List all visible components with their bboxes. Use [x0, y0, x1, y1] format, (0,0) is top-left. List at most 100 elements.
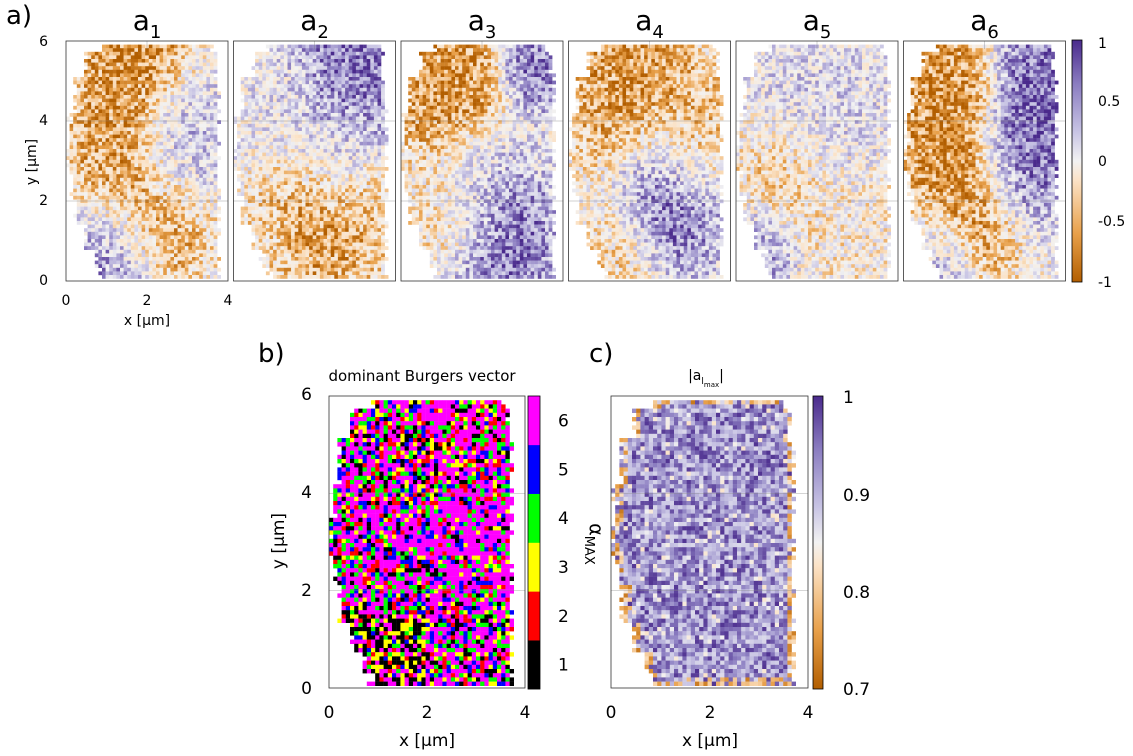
- panel-b-colorbar-tick: 4: [558, 509, 569, 529]
- panel-a-xtick: 2: [143, 293, 152, 309]
- panel-a-colorbar-tick: -0.5: [1098, 214, 1125, 230]
- subplot-frame: [568, 40, 731, 282]
- panel-b-colorbar: 1 2 3 4 5 6: [527, 395, 569, 690]
- panel-b-colorbar-label-base: α: [585, 523, 607, 536]
- panel-b-colorbar-tick: 6: [558, 411, 569, 431]
- panel-a-subplot: a4: [568, 4, 731, 282]
- panel-b-colorbar-tick: 5: [558, 460, 569, 480]
- panel-a-subplot-title: a4: [635, 4, 664, 43]
- panel-c-frame: [610, 395, 809, 689]
- panel-b-colorbar-segment: [528, 396, 540, 446]
- panel-c-xtick: 2: [705, 703, 716, 723]
- panel-a-label: a): [6, 1, 32, 31]
- panel-b-ytick: 4: [301, 483, 312, 503]
- panel-a-heatmap-cells: [568, 44, 724, 279]
- panel-a-grid: [736, 41, 898, 202]
- subplot-frame: [903, 40, 1066, 282]
- panel-b-ytick: 0: [301, 679, 312, 699]
- subplot-frame: [735, 40, 899, 282]
- panel-b-ytick: 2: [301, 581, 312, 601]
- subplot-frame: [400, 40, 564, 282]
- panel-a-heatmap-cells: [401, 44, 556, 279]
- panel-b: b) dominant Burgers vector 6 4 2 0 y [µm…: [258, 339, 607, 751]
- panel-a-subplot: a6: [903, 4, 1066, 282]
- panel-c-title-pre: |a: [688, 368, 701, 384]
- panel-a-heatmap-cells: [66, 44, 221, 279]
- panel-b-colorbar-label-sub: MAX: [581, 536, 596, 565]
- panel-a-grid: [568, 41, 731, 202]
- panel-b-grid: [329, 493, 525, 591]
- panel-b-plot: [328, 395, 526, 689]
- panel-a-grid: [233, 41, 396, 202]
- panel-c-xtick: 0: [606, 703, 617, 723]
- panel-c-colorbar-scale: [812, 395, 824, 690]
- panel-b-label: b): [258, 339, 285, 369]
- panel-a-grid: [903, 41, 1066, 202]
- panel-c-xtick: 4: [803, 703, 814, 723]
- panel-a-colorbar-scale: [1071, 39, 1083, 283]
- panel-a-ytick: 4: [39, 113, 48, 129]
- panel-c-xlabel: x [µm]: [682, 731, 738, 751]
- panel-a-subplots: a1 a2 a3 a4 a5 a6: [65, 4, 1066, 282]
- panel-a-xtick: 0: [62, 293, 71, 309]
- panel-b-xlabel: x [µm]: [399, 731, 455, 751]
- panel-b-xtick: 4: [520, 703, 531, 723]
- panel-b-title: dominant Burgers vector: [328, 367, 516, 385]
- panel-a-grid: [401, 41, 563, 202]
- panel-c-title: |almax|: [688, 368, 724, 389]
- panel-a-colorbar-tick: 1: [1098, 36, 1107, 52]
- panel-c-heatmap-cells: [611, 400, 796, 686]
- panel-a-heatmap-cells: [736, 44, 891, 279]
- panel-b-colorbar-tick: 3: [558, 558, 569, 578]
- panel-b-colorbar-segment: [528, 591, 540, 641]
- panel-a-ytick: 2: [39, 193, 48, 209]
- panel-b-xtick: 0: [324, 703, 335, 723]
- panel-b-colorbar-tick: 1: [558, 656, 569, 676]
- panel-a-subplot-title: a1: [133, 4, 162, 43]
- panel-b-colorbar-segment: [528, 444, 540, 494]
- panel-a-colorbar-tick: 0: [1098, 154, 1107, 170]
- panel-b-colorbar-segment: [528, 493, 540, 543]
- panel-a-subplot-title: a2: [300, 4, 329, 43]
- panel-a-grid: [66, 41, 228, 202]
- panel-a-colorbar-tick: 0.5: [1098, 94, 1120, 110]
- panel-c-colorbar-tick: 0.7: [843, 680, 870, 700]
- panel-c: c) |almax| 0 2 4 x [µm] 1 0.9 0.8 0.7: [589, 339, 870, 751]
- subplot-frame: [233, 40, 396, 282]
- subplot-frame: [65, 40, 229, 282]
- panel-a-xtick: 4: [224, 293, 233, 309]
- panel-c-colorbar-tick: 1: [843, 388, 854, 408]
- panel-a-subplot: a1: [65, 4, 229, 282]
- panel-a-ytick: 0: [39, 273, 48, 289]
- panel-b-colorbar-label: αMAX: [581, 523, 607, 565]
- panel-b-colorbar-segment: [528, 542, 540, 592]
- panel-b-colorbar-tick: 2: [558, 607, 569, 627]
- panel-b-xtick: 2: [422, 703, 433, 723]
- panel-a-subplot: a3: [400, 4, 564, 282]
- panel-b-frame: [328, 395, 526, 689]
- panel-a-subplot: a5: [735, 4, 899, 282]
- panel-c-colorbar-tick: 0.9: [843, 486, 870, 506]
- panel-a: a) a1 a2 a3 a4 a5 a6 6 4 2 0 y [µm] 0 2 4 x […: [6, 1, 1125, 329]
- panel-a-heatmap-cells: [233, 44, 389, 279]
- panel-c-plot: [610, 395, 809, 689]
- panel-b-ylabel: y [µm]: [269, 513, 289, 569]
- panel-c-grid: [611, 493, 808, 591]
- panel-a-xlabel: x [µm]: [124, 313, 170, 329]
- panel-a-ylabel: y [µm]: [24, 139, 40, 185]
- panel-b-ytick: 6: [301, 385, 312, 405]
- panel-a-colorbar-tick: -1: [1098, 275, 1112, 291]
- panel-a-subplot-title: a5: [803, 4, 832, 43]
- panel-b-colorbar-frame: [527, 395, 541, 690]
- panel-a-colorbar: 1 0.5 0 -0.5 -1: [1071, 36, 1125, 291]
- panel-c-title-sub: l: [701, 377, 704, 387]
- panel-a-subplot-title: a6: [970, 4, 999, 43]
- panel-c-title-subsub: max: [704, 381, 719, 389]
- panel-c-label: c): [589, 339, 613, 369]
- panel-a-ytick: 6: [39, 34, 48, 50]
- panel-a-heatmap-cells: [903, 44, 1059, 279]
- panel-b-colorbar-segment: [528, 640, 540, 690]
- panel-c-colorbar-tick: 0.8: [843, 583, 870, 603]
- panel-b-heatmap-cells: [329, 400, 514, 686]
